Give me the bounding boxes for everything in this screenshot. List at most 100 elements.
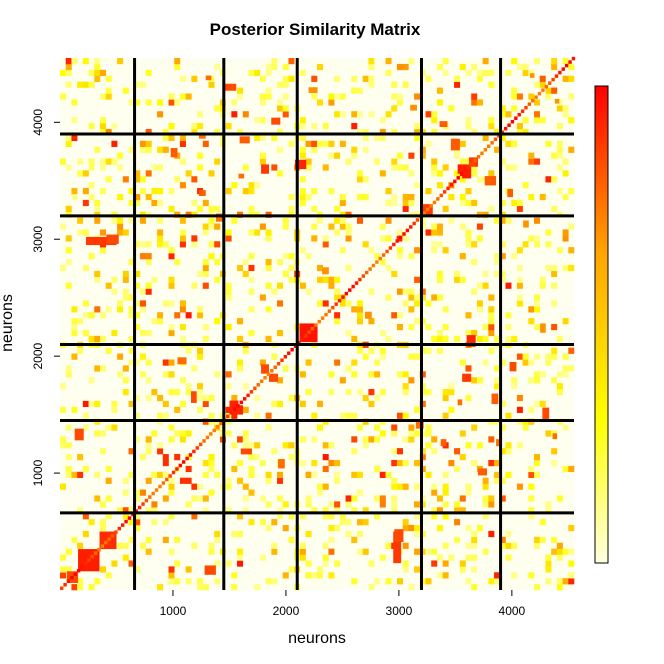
heatmap-cell [305, 359, 312, 366]
heatmap-cell [448, 389, 455, 396]
heatmap-cell [254, 134, 261, 142]
heatmap-cell [60, 566, 67, 573]
heatmap-cell [237, 335, 244, 343]
heatmap-cell [94, 306, 101, 313]
heatmap-cell [465, 123, 472, 130]
heatmap-cell [379, 134, 386, 142]
heatmap-cell [414, 524, 421, 532]
heatmap-cell [128, 519, 135, 526]
heatmap-cell [522, 182, 529, 189]
heatmap-cell [231, 412, 238, 419]
diagonal-cell [500, 130, 504, 134]
heatmap-cell [374, 158, 381, 165]
heatmap-cell [425, 578, 432, 585]
heatmap-cell [145, 359, 152, 366]
heatmap-cell [185, 93, 192, 100]
diagonal-cell [558, 70, 562, 75]
heatmap-cell [482, 483, 489, 490]
heatmap-cell [277, 300, 284, 307]
heatmap-cell [179, 217, 186, 224]
heatmap-cell [499, 134, 506, 142]
heatmap-cell [454, 448, 461, 455]
heatmap-cell [88, 69, 95, 77]
heatmap-cell [556, 146, 563, 153]
heatmap-cell [465, 199, 472, 207]
heatmap-cell [139, 288, 146, 295]
heatmap-cell [88, 584, 95, 591]
heatmap-cell [168, 483, 175, 490]
heatmap-cell [282, 217, 289, 224]
heatmap-cell [168, 424, 175, 431]
heatmap-cell [471, 164, 478, 171]
heatmap-cell [396, 63, 403, 71]
heatmap-cell [317, 276, 324, 283]
similarity-block [261, 164, 269, 174]
heatmap-cell [259, 223, 266, 230]
heatmap-cell [494, 477, 501, 484]
heatmap-cell [511, 383, 518, 390]
heatmap-cell [185, 347, 192, 354]
heatmap-cell [374, 359, 381, 366]
heatmap-cell [77, 229, 84, 236]
heatmap-cell [151, 389, 158, 396]
heatmap-cell [488, 495, 495, 502]
heatmap-cell [288, 205, 295, 212]
diagonal-cell [463, 169, 467, 173]
heatmap-cell [179, 158, 186, 165]
heatmap-cell [488, 324, 495, 331]
heatmap-cell [396, 459, 403, 467]
heatmap-cell [551, 324, 558, 331]
heatmap-cell [322, 560, 329, 567]
heatmap-cell [385, 542, 392, 549]
heatmap-cell [94, 365, 101, 372]
heatmap-cell [374, 134, 381, 142]
heatmap-cell [282, 111, 289, 118]
heatmap-cell [374, 578, 381, 585]
heatmap-cell [442, 412, 449, 419]
heatmap-cell [414, 548, 421, 555]
heatmap-cell [271, 400, 278, 408]
heatmap-cell [271, 542, 278, 549]
heatmap-cell [562, 548, 569, 555]
diagonal-cell [137, 505, 142, 510]
heatmap-cell [436, 63, 443, 71]
chart-title: Posterior Similarity Matrix [209, 20, 421, 39]
heatmap-cell [471, 288, 478, 295]
heatmap-cell [305, 193, 312, 201]
heatmap-cell [408, 294, 415, 301]
heatmap-cell [259, 134, 266, 142]
heatmap-cell [414, 93, 421, 100]
heatmap-cell [168, 247, 175, 254]
heatmap-cell [202, 223, 209, 230]
heatmap-cell [288, 140, 295, 147]
heatmap-cell [368, 81, 375, 88]
heatmap-cell [562, 75, 569, 82]
diagonal-cell [375, 260, 379, 264]
heatmap-cell [322, 241, 329, 248]
heatmap-cell [60, 158, 67, 165]
heatmap-cell [259, 359, 266, 366]
heatmap-cell [499, 270, 506, 278]
heatmap-cell [328, 389, 335, 396]
heatmap-cell [299, 117, 306, 124]
heatmap-cell [551, 176, 558, 183]
heatmap-cell [311, 459, 318, 467]
heatmap-cell [402, 436, 409, 443]
diagonal-cell [195, 446, 199, 450]
heatmap-cell [505, 140, 512, 147]
similarity-block [410, 104, 417, 111]
heatmap-cell [488, 312, 495, 319]
heatmap-cell [539, 81, 546, 88]
heatmap-cell [402, 235, 409, 242]
heatmap-cell [282, 75, 289, 82]
heatmap-cell [414, 353, 421, 360]
heatmap-cell [145, 258, 152, 266]
heatmap-cell [282, 365, 289, 372]
heatmap-cell [82, 170, 89, 177]
heatmap-cell [374, 371, 381, 378]
heatmap-cell [208, 81, 215, 88]
diagonal-cell [527, 102, 532, 106]
heatmap-cell [425, 442, 432, 449]
heatmap-cell [356, 217, 363, 224]
